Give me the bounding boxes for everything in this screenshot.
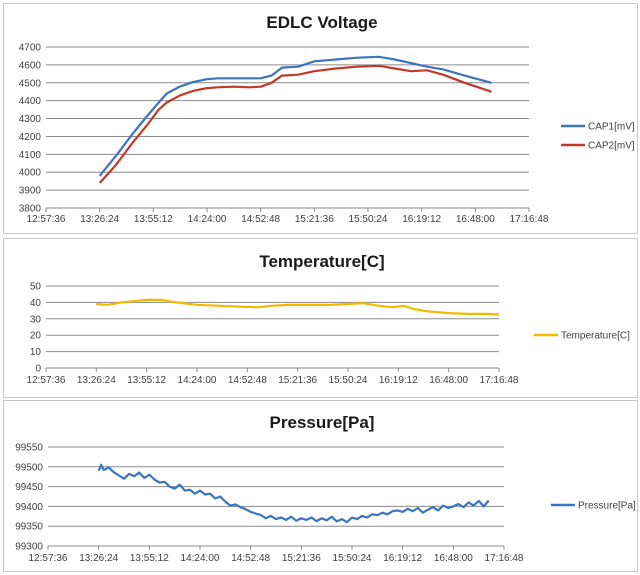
temperature-y-tick-label: 0 xyxy=(35,364,41,375)
pressure-x-tick-label: 13:55:12 xyxy=(130,553,169,564)
pressure-x-tick-label: 13:26:24 xyxy=(79,553,118,564)
temperature-y-tick-label: 40 xyxy=(30,298,42,309)
temperature-x-tick-label: 14:52:48 xyxy=(228,375,267,386)
temperature-x-tick-label: 17:16:48 xyxy=(480,375,519,386)
pressure-y-tick-label: 99550 xyxy=(15,443,43,454)
edlc-x-tick-label: 14:52:48 xyxy=(241,214,280,225)
edlc-y-tick-label: 4500 xyxy=(19,78,42,89)
pressure-x-tick-label: 16:48:00 xyxy=(434,553,473,564)
edlc-y-tick-label: 4000 xyxy=(19,168,42,179)
edlc-y-tick-label: 3800 xyxy=(19,204,42,215)
temperature-y-tick-label: 10 xyxy=(30,347,42,358)
temperature-x-tick-label: 16:19:12 xyxy=(379,375,418,386)
edlc-x-tick-label: 14:24:00 xyxy=(188,214,227,225)
edlc-x-tick-label: 16:48:00 xyxy=(456,214,495,225)
temperature-series-line-1 xyxy=(96,298,500,316)
pressure-y-tick-label: 99350 xyxy=(15,522,43,533)
temperature-y-tick-label: 50 xyxy=(30,282,42,293)
edlc-x-tick-label: 17:16:48 xyxy=(510,214,549,225)
pressure-x-tick-label: 17:16:48 xyxy=(485,553,524,564)
edlc-x-tick-label: 12:57:36 xyxy=(27,214,66,225)
edlc-legend-label: CAP1[mV] xyxy=(588,122,635,133)
temperature-y-tick-label: 30 xyxy=(30,314,42,325)
pressure-y-tick-label: 99500 xyxy=(15,462,43,473)
pressure-y-tick-label: 99400 xyxy=(15,502,43,513)
temperature-y-tick-label: 20 xyxy=(30,331,42,342)
temperature-x-tick-label: 13:55:12 xyxy=(127,375,166,386)
pressure-x-tick-label: 15:50:24 xyxy=(333,553,372,564)
temperature-x-tick-label: 12:57:36 xyxy=(27,375,66,386)
pressure-y-tick-label: 99450 xyxy=(15,482,43,493)
pressure-legend-label: Pressure[Pa] xyxy=(578,501,636,512)
edlc-series-line-1 xyxy=(98,55,492,177)
pressure-x-tick-label: 15:21:36 xyxy=(282,553,321,564)
temperature-chart: Temperature[C] 0 10 20 30 40 50 12:57:36 13:26:2… xyxy=(3,238,638,398)
pressure-x-tick-label: 12:57:36 xyxy=(29,553,68,564)
pressure-x-tick-label: 16:19:12 xyxy=(383,553,422,564)
edlc-voltage-chart: EDLC Voltage 3800 3900 4000 4100 4200 4300 4400… xyxy=(3,3,638,234)
edlc-x-tick-label: 13:26:24 xyxy=(80,214,119,225)
temperature-chart-title: Temperature[C] xyxy=(259,252,384,271)
pressure-chart-title: Pressure[Pa] xyxy=(270,413,375,432)
pressure-plot: Pressure[Pa] 99300 99350 99400 99450 99500 995… xyxy=(15,413,636,564)
edlc-y-tick-label: 4700 xyxy=(19,43,42,54)
edlc-y-tick-label: 4400 xyxy=(19,96,42,107)
pressure-y-tick-label: 99300 xyxy=(15,542,43,553)
edlc-x-tick-label: 13:55:12 xyxy=(134,214,173,225)
edlc-y-tick-label: 4200 xyxy=(19,132,42,143)
temperature-x-tick-label: 15:21:36 xyxy=(278,375,317,386)
edlc-y-tick-label: 3900 xyxy=(19,186,42,197)
pressure-chart: Pressure[Pa] 99300 99350 99400 99450 99500 995… xyxy=(3,400,638,572)
pressure-series-line-1 xyxy=(97,463,490,524)
edlc-y-tick-label: 4100 xyxy=(19,150,42,161)
pressure-x-tick-label: 14:24:00 xyxy=(181,553,220,564)
edlc-y-tick-label: 4600 xyxy=(19,60,42,71)
edlc-x-tick-label: 15:21:36 xyxy=(295,214,334,225)
edlc-y-tick-label: 4300 xyxy=(19,114,42,125)
temperature-x-tick-label: 13:26:24 xyxy=(77,375,116,386)
edlc-voltage-plot: EDLC Voltage 3800 3900 4000 4100 4200 4300 4400… xyxy=(19,13,635,225)
temperature-x-tick-label: 16:48:00 xyxy=(429,375,468,386)
temperature-plot: Temperature[C] 0 10 20 30 40 50 12:57:36 13:26:2… xyxy=(27,252,631,386)
pressure-x-tick-label: 14:52:48 xyxy=(231,553,270,564)
temperature-legend-label: Temperature[C] xyxy=(561,331,630,342)
edlc-legend-label: CAP2[mV] xyxy=(588,141,635,152)
edlc-x-tick-label: 15:50:24 xyxy=(349,214,388,225)
edlc-chart-title: EDLC Voltage xyxy=(266,13,377,32)
edlc-x-tick-label: 16:19:12 xyxy=(402,214,441,225)
temperature-x-tick-label: 14:24:00 xyxy=(178,375,217,386)
temperature-x-tick-label: 15:50:24 xyxy=(329,375,368,386)
edlc-series-line-2 xyxy=(98,64,492,184)
